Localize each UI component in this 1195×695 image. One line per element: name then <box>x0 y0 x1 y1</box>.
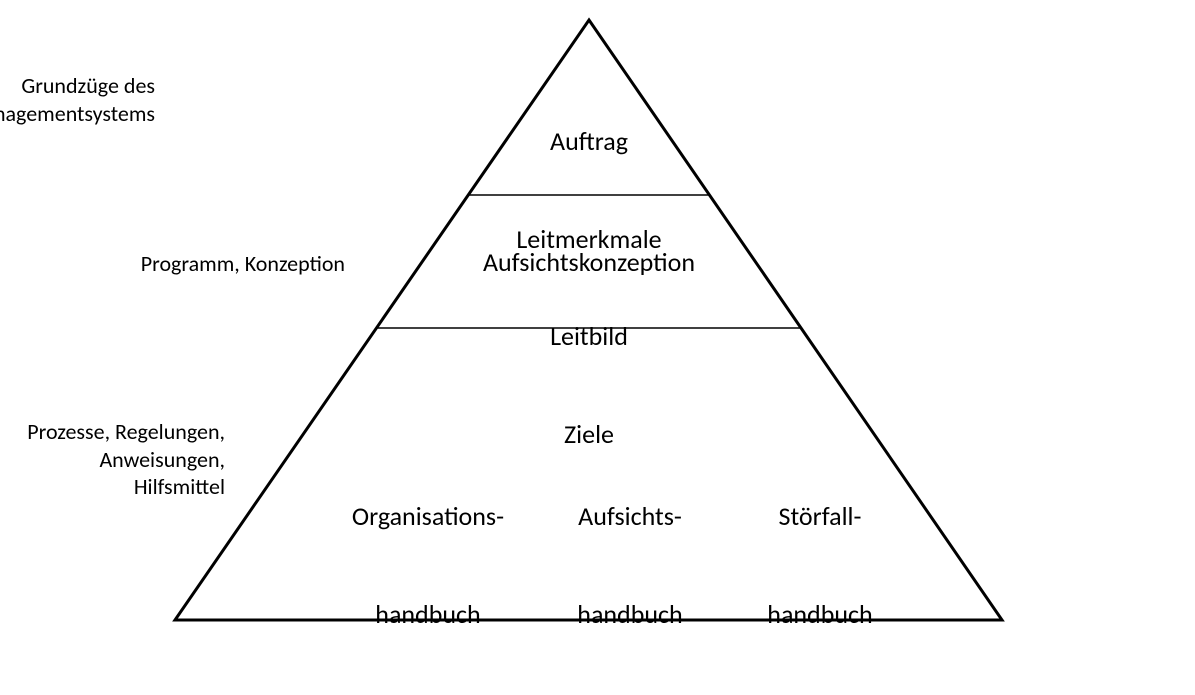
level-top-line-3: Leitbild <box>439 320 739 353</box>
level-top-line-1: Auftrag <box>439 125 739 158</box>
level-middle-internal: Aufsichtskonzeption <box>389 246 789 279</box>
pyramid-diagram: Grundzüge des Managementsystems Programm… <box>0 0 1195 644</box>
level-bottom-col-3: Störfall- handbuch <box>690 435 950 695</box>
level-bottom-external-label: Prozesse, Regelungen, Anweisungen, Hilfs… <box>0 418 225 501</box>
level-top-external-label: Grundzüge des Managementsystems <box>0 72 155 127</box>
level-bottom-col-3-line-1: Störfall- <box>690 500 950 533</box>
level-middle-external-label: Programm, Konzeption <box>45 250 345 278</box>
level-bottom-col-3-line-2: handbuch <box>690 598 950 631</box>
